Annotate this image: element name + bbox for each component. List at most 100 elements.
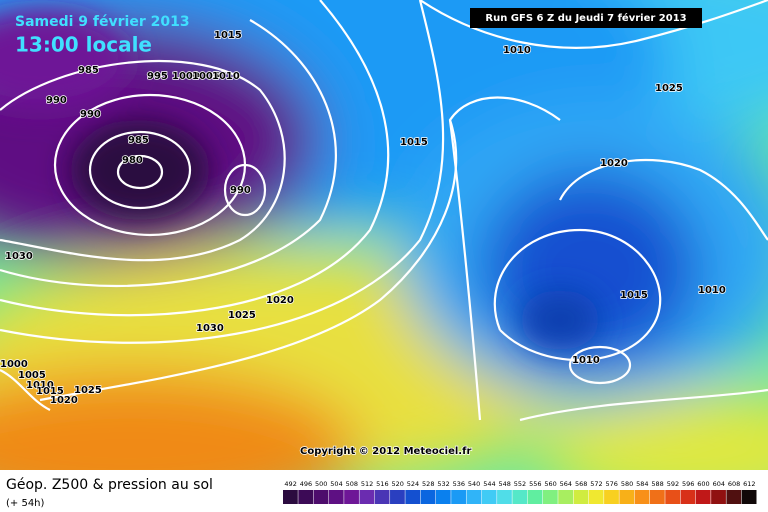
scale-swatch [542,490,558,504]
isobar-label: 1025 [655,83,683,94]
isobar-label: 985 [128,135,149,146]
scale-label: 516 [376,480,388,488]
map-title: Samedi 9 février 2013 [15,14,190,30]
scale-swatch [711,490,726,504]
scale-label: 572 [590,480,602,488]
isobar-label: 995 [147,71,168,82]
scale-label: 532 [437,480,449,488]
scale-label: 504 [330,480,342,488]
isobar-label: 1020 [50,395,78,406]
scale-label: 540 [468,480,480,488]
isobar-label: 1015 [36,386,64,397]
scale-swatch [588,490,604,504]
scale-label: 584 [636,480,648,488]
map-time: 13:00 locale [15,33,152,57]
run-label: Run GFS 6 Z du Jeudi 7 février 2013 [485,12,686,24]
isobar-label: 1010 [503,45,531,56]
scale-swatch [466,490,482,504]
scale-swatch [634,490,650,504]
scale-label: 496 [300,480,312,488]
scale-label: 600 [697,480,709,488]
scale-swatch [298,490,314,504]
scale-label: 608 [728,480,740,488]
scale-label: 548 [498,480,510,488]
scale-swatch [344,490,359,504]
isobar-label: 1010 [26,380,54,391]
scale-label: 492 [284,480,296,488]
scale-swatch [328,490,344,504]
scale-label: 592 [667,480,679,488]
scale-swatch [374,490,390,504]
isobar-label: 1000 [0,359,28,370]
color-scale: 492 496 500 504 508 512 516 520 524 528 532 536 540 5… [283,480,757,504]
scale-label: 580 [621,480,633,488]
isobar-label: 1010 [212,71,240,82]
scale-swatch [665,490,681,504]
scale-swatch [573,490,589,504]
scale-label: 596 [682,480,694,488]
scale-label: 552 [514,480,526,488]
isobar-label: 985 [78,65,99,76]
scale-swatch [390,490,405,504]
scale-swatch [726,490,742,504]
scale-label: 500 [315,480,327,488]
footer-title: Géop. Z500 & pression au sol [6,477,213,493]
scale-label: 612 [743,480,755,488]
run-box [470,8,702,28]
isobar-label: 1010 [698,285,726,296]
scale-swatch [451,490,466,504]
isobar-label: 1030 [196,323,224,334]
scale-swatch [283,490,298,504]
scale-swatch [313,490,329,504]
scale-label: 512 [361,480,373,488]
scale-label: 544 [483,480,495,488]
scale-swatch [619,490,635,504]
isobar-label: 1015 [620,290,648,301]
scale-swatch [420,490,436,504]
scale-swatch [435,490,451,504]
scale-label: 556 [529,480,541,488]
scale-label: 528 [422,480,434,488]
isobar-label: 980 [122,155,143,166]
scale-label: 568 [575,480,587,488]
scale-label: 588 [651,480,663,488]
isobar-label: 1020 [266,295,294,306]
scale-label: 560 [544,480,556,488]
scale-swatch [604,490,619,504]
scale-swatch [359,490,375,504]
scale-swatch [497,490,512,504]
scale-swatch [558,490,574,504]
scale-label: 536 [453,480,465,488]
scale-label: 524 [407,480,419,488]
scale-swatch [527,490,543,504]
scale-swatch [680,490,696,504]
isobar-label: 1005 [18,370,46,381]
copyright: Copyright © 2012 Meteociel.fr [300,446,471,457]
isobar-label: 1005 [192,71,220,82]
isobar-label: 1025 [228,310,256,321]
scale-label: 604 [713,480,725,488]
scale-label: 508 [346,480,358,488]
scale-swatch [481,490,497,504]
isobar-label: 1025 [74,385,102,396]
scale-swatch [695,490,711,504]
scale-swatch [649,490,665,504]
scale-label: 576 [606,480,618,488]
scale-swatch [741,490,757,504]
isobar-label: 1020 [600,158,628,169]
scale-swatch [512,490,528,504]
footer-lead: (+ 54h) [6,498,45,509]
isobar-label: 990 [230,185,251,196]
isobar-label: 1015 [400,137,428,148]
isobar-label: 990 [46,95,67,106]
isobar-label: 1000 [172,71,200,82]
isobar-label: 1015 [214,30,242,41]
scale-swatch [405,490,421,504]
isobar-label: 1010 [572,355,600,366]
isobar-label: 990 [80,109,101,120]
scale-label: 520 [391,480,403,488]
isobar-label: 1030 [5,251,33,262]
